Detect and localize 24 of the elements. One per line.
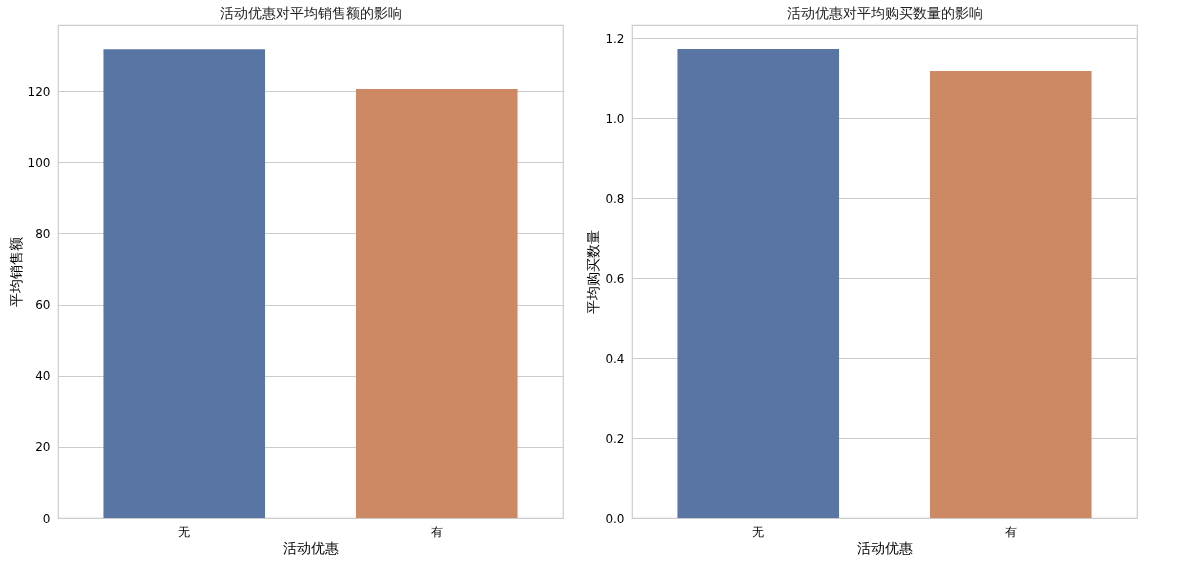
y-tick-label: 1.2 bbox=[605, 31, 625, 46]
y-tick-label: 120 bbox=[27, 84, 51, 99]
y-tick-label: 0.8 bbox=[605, 191, 625, 206]
chart-title: 活动优惠对平均销售额的影响 bbox=[219, 5, 402, 21]
y-tick-label: 0.6 bbox=[605, 271, 625, 286]
y-tick-label: 60 bbox=[35, 298, 51, 313]
x-tick-label: 有 bbox=[430, 524, 443, 539]
y-axis-title: 平均购买数量 bbox=[585, 230, 602, 314]
x-tick-label: 无 bbox=[752, 524, 765, 539]
y-tick-label: 1.0 bbox=[605, 111, 625, 126]
y-tick-label: 80 bbox=[35, 226, 51, 241]
y-axis-title: 平均销售额 bbox=[7, 237, 24, 307]
x-tick-label: 有 bbox=[1004, 524, 1017, 539]
y-tick-label: 20 bbox=[35, 440, 51, 455]
x-tick-label: 无 bbox=[178, 524, 191, 539]
y-tick-label: 0 bbox=[42, 511, 51, 526]
chart-title: 活动优惠对平均购买数量的影响 bbox=[786, 5, 983, 21]
y-tick-label: 0.2 bbox=[605, 431, 625, 446]
y-tick-label: 0.0 bbox=[605, 511, 625, 526]
y-tick-label: 40 bbox=[35, 369, 51, 384]
x-axis-title: 活动优惠 bbox=[283, 539, 339, 556]
x-axis-title: 活动优惠 bbox=[857, 539, 913, 556]
y-tick-label: 0.4 bbox=[605, 351, 625, 366]
y-tick-label: 100 bbox=[27, 155, 51, 170]
